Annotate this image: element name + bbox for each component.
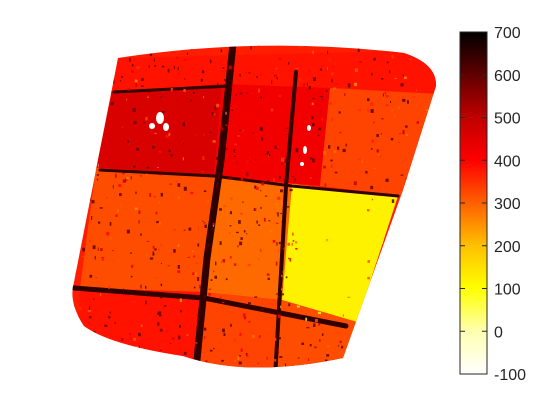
colorbar: -100 0 100 200 300 400 500 600 700	[459, 25, 526, 384]
region-upper-middle-field	[214, 84, 330, 186]
colorbar-tick-label: 400	[494, 153, 521, 170]
colorbar-tick-label: 0	[494, 324, 503, 341]
colorbar-tick-label: -100	[494, 367, 526, 384]
region-lower-left-field	[76, 288, 202, 368]
colorbar-tick-label: 300	[494, 196, 521, 213]
boundary-road-vertical	[192, 45, 237, 368]
region-upper-left-field	[96, 84, 222, 176]
colorbar-tick-label: 500	[494, 111, 521, 128]
colorbar-tick-label: 200	[494, 239, 521, 256]
colorbar-tick-label: 100	[494, 282, 521, 299]
no-data-holes	[149, 112, 311, 166]
boundary-road-horizontal	[72, 285, 349, 329]
region-upper-right-field	[320, 88, 437, 196]
region-middle-center-field	[202, 176, 292, 300]
colorbar-tick-label: 600	[494, 68, 521, 85]
colorbar-ticks: -100 0 100 200 300 400 500 600 700	[460, 25, 526, 384]
heatmap-image	[72, 45, 437, 368]
colorbar-tick-label: 700	[494, 25, 521, 42]
region-lower-middle-field	[192, 292, 282, 368]
region-right-field	[282, 184, 398, 322]
boundary-ditch-horizontal	[98, 168, 400, 198]
